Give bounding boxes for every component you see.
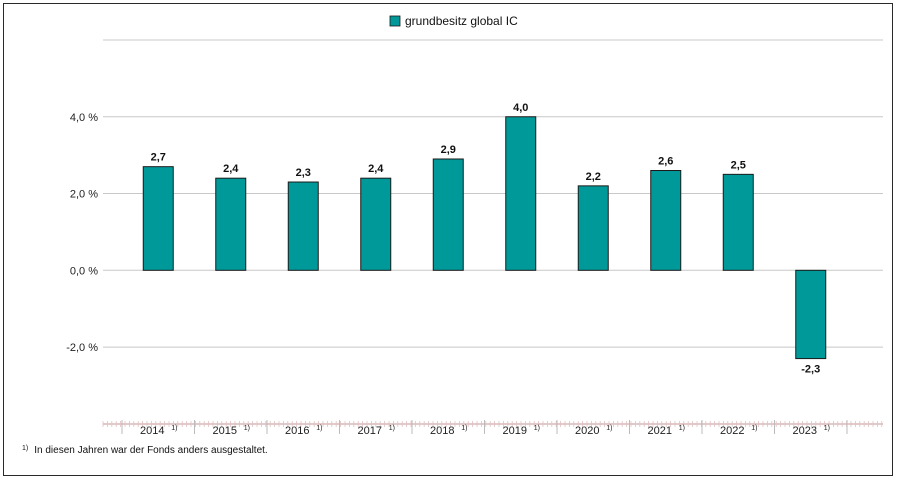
x-tick-footnote-mark: 1) [606, 425, 612, 432]
footnote: 1) In diesen Jahren war der Fonds anders … [22, 445, 268, 456]
bar [722, 173, 754, 271]
x-tick-footnote-mark: 1) [389, 425, 395, 432]
legend-label: grundbesitz global IC [405, 14, 518, 28]
data-label: 2,5 [731, 159, 746, 171]
footnote-mark: 1) [22, 445, 29, 452]
bar [360, 177, 392, 271]
y-tick-label: 2,0 % [70, 189, 98, 201]
bar [215, 177, 247, 271]
x-tick-footnote-mark: 1) [461, 425, 467, 432]
data-labels: 2,7 2,4 2,3 2,4 2,9 4,0 2,2 2,6 2,5 -2,3 [151, 102, 821, 376]
x-tick-label: 2018 [430, 425, 454, 437]
x-tick-footnote-mark: 1) [244, 425, 250, 432]
data-label: 4,0 [513, 102, 528, 114]
data-label: 2,4 [368, 163, 384, 175]
bar [577, 185, 609, 271]
data-label: 2,6 [658, 156, 673, 168]
bar [432, 158, 464, 271]
y-tick-label: 4,0 % [70, 112, 98, 124]
bars [142, 116, 827, 360]
x-tick-label: 2021 [648, 425, 672, 437]
x-tick-label: 2023 [793, 425, 817, 437]
y-tick-label: 0,0 % [70, 265, 98, 277]
legend: grundbesitz global IC [389, 14, 518, 28]
x-tick-footnote-mark: 1) [316, 425, 322, 432]
x-tick-footnote-mark: 1) [679, 425, 685, 432]
x-tick-label: 2020 [575, 425, 599, 437]
x-tick-footnote-mark: 1) [824, 425, 830, 432]
bar [505, 116, 537, 271]
data-label: 2,3 [296, 167, 311, 179]
x-tick-label: 2019 [503, 425, 527, 437]
bar [142, 166, 174, 271]
x-tick-label: 2014 [140, 425, 164, 437]
data-label: -2,3 [801, 364, 820, 376]
x-tick-label: 2016 [285, 425, 309, 437]
footnote-text: In diesen Jahren war der Fonds anders au… [34, 445, 268, 456]
y-axis-ticks: 4,0 % 2,0 % 0,0 % -2,0 % [66, 112, 98, 354]
x-axis: 2014 1) 2015 1) 2016 1) 2017 1) 2018 1) 2019 1) 2020… [102, 420, 883, 437]
data-label: 2,4 [223, 163, 239, 175]
data-label: 2,9 [441, 144, 456, 156]
y-tick-label: -2,0 % [66, 342, 98, 354]
x-tick-footnote-mark: 1) [171, 425, 177, 432]
x-tick-footnote-mark: 1) [534, 425, 540, 432]
data-label: 2,7 [151, 152, 166, 164]
bar [650, 170, 682, 271]
x-tick-label: 2015 [213, 425, 237, 437]
x-tick-footnote-mark: 1) [751, 425, 757, 432]
bar [795, 269, 827, 360]
bar [287, 181, 319, 271]
x-tick-label: 2017 [358, 425, 382, 437]
data-label: 2,2 [586, 171, 601, 183]
x-tick-label: 2022 [720, 425, 744, 437]
legend-swatch [389, 15, 401, 27]
